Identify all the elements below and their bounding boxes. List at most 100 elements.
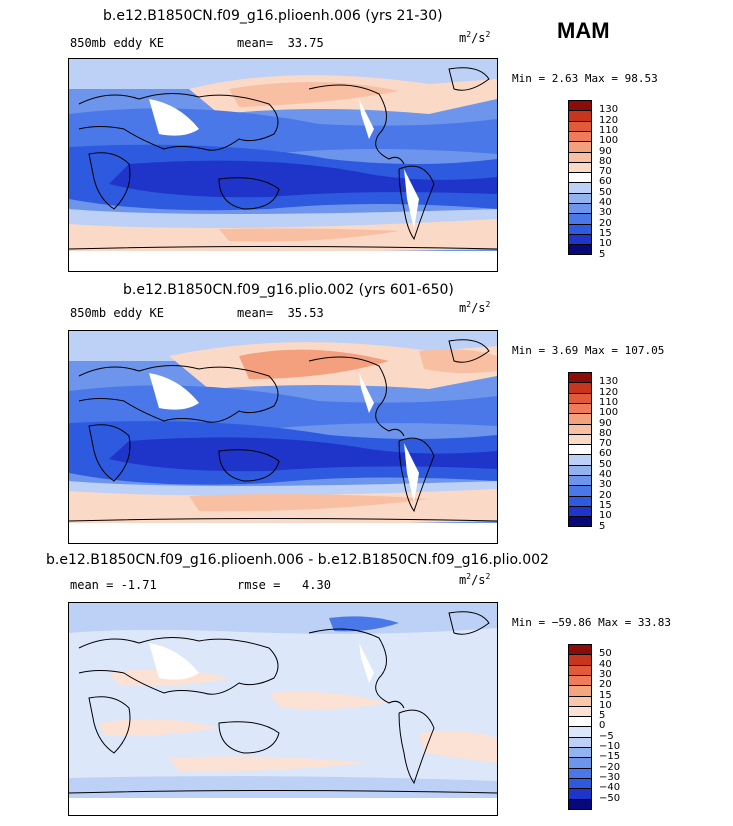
colorbar-swatch <box>568 213 592 225</box>
colorbar-tick-label: 60 <box>599 448 612 460</box>
colorbar-tick-label: 15 <box>599 227 612 239</box>
colorbar-tick-label: 10 <box>599 510 612 522</box>
colorbar-tick-label: 5 <box>599 248 606 260</box>
colorbar-tick-label: 10 <box>599 238 612 250</box>
colorbar-tick-label: 0 <box>599 720 606 732</box>
panel-1-map-field <box>69 59 497 271</box>
colorbar-swatch <box>568 192 592 204</box>
panel-1-minmax: Min = 2.63 Max = 98.53 <box>512 72 658 85</box>
colorbar-tick-label: 20 <box>599 489 612 501</box>
colorbar-swatch <box>568 788 592 800</box>
colorbar-tick-label: 30 <box>599 207 612 219</box>
colorbar-tick-label: −50 <box>599 792 621 804</box>
colorbar-tick-label: 80 <box>599 155 612 167</box>
colorbar-swatch <box>568 475 592 487</box>
panel-2-variable-label: 850mb eddy KE <box>70 306 164 320</box>
colorbar-swatch <box>568 172 592 184</box>
colorbar-tick-label: 110 <box>599 396 619 408</box>
colorbar-swatch <box>568 726 592 738</box>
colorbar-tick-label: −40 <box>599 782 621 794</box>
colorbar-swatch <box>568 644 592 656</box>
colorbar-swatch <box>568 777 592 790</box>
colorbar-swatch <box>568 495 592 507</box>
colorbar-tick-label: 60 <box>599 176 612 188</box>
panel-2-map <box>68 330 498 544</box>
colorbar-swatch <box>568 402 592 415</box>
colorbar-swatch <box>568 382 592 394</box>
colorbar-swatch <box>568 695 592 707</box>
colorbar-swatch <box>568 372 592 384</box>
panel-2-mean-value: 35.53 <box>287 306 324 320</box>
colorbar-tick-label: 50 <box>599 458 612 470</box>
panel-1-units: m2/s2 <box>459 30 491 45</box>
colorbar-swatch <box>568 464 592 476</box>
colorbar-swatch <box>568 110 592 122</box>
panel-1-title: b.e12.B1850CN.f09_g16.plioenh.006 (yrs 2… <box>103 8 443 24</box>
colorbar-swatch <box>568 141 592 153</box>
colorbar-swatch <box>568 392 592 404</box>
colorbar-tick-label: 30 <box>599 479 612 491</box>
colorbar-swatch <box>568 485 592 497</box>
colorbar-swatch <box>568 674 592 687</box>
colorbar-tick-label: 100 <box>599 135 619 147</box>
colorbar-tick-label: 20 <box>599 217 612 229</box>
colorbar-tick-label: 15 <box>599 689 612 701</box>
panel-1-mean-value: 33.75 <box>287 36 324 50</box>
panel-2-minmax: Min = 3.69 Max = 107.05 <box>512 344 665 357</box>
colorbar-swatch <box>568 798 592 810</box>
panel-2-map-field <box>69 331 497 543</box>
panel-3-units: m2/s2 <box>459 572 491 587</box>
panel-3-map-field <box>69 603 497 815</box>
colorbar-swatch <box>568 767 592 779</box>
colorbar-tick-label: 50 <box>599 648 612 660</box>
colorbar-tick-label: 5 <box>599 710 606 722</box>
colorbar-swatch <box>568 747 592 759</box>
colorbar-swatch <box>568 757 592 769</box>
season-label: MAM <box>557 18 610 43</box>
colorbar-tick-label: 40 <box>599 658 612 670</box>
colorbar-tick-label: 70 <box>599 166 612 178</box>
panel-3-mean-label: mean = -1.71 <box>70 578 157 592</box>
colorbar-swatch <box>568 120 592 132</box>
colorbar-swatch <box>568 716 592 728</box>
panel-3-title: b.e12.B1850CN.f09_g16.plioenh.006 - b.e1… <box>46 552 549 568</box>
colorbar-tick-label: 100 <box>599 407 619 419</box>
colorbar-tick-label: 5 <box>599 520 606 532</box>
panel-2-mean-label: mean= 35.53 <box>237 306 324 320</box>
colorbar-tick-label: 20 <box>599 679 612 691</box>
colorbar-tick-label: −30 <box>599 771 621 783</box>
colorbar-swatch <box>568 161 592 174</box>
colorbar-tick-label: 110 <box>599 124 619 136</box>
colorbar-tick-label: 90 <box>599 417 612 429</box>
colorbar-tick-label: 120 <box>599 386 619 398</box>
panel-3-rmse-value: 4.30 <box>302 578 331 592</box>
colorbar-tick-label: 80 <box>599 427 612 439</box>
colorbar-swatch <box>568 454 592 466</box>
colorbar-swatch <box>568 736 592 748</box>
colorbar-swatch <box>568 685 592 697</box>
colorbar-swatch <box>568 516 592 528</box>
colorbar-swatch <box>568 151 592 163</box>
colorbar-swatch <box>568 664 592 676</box>
panel-3-rmse-label: rmse = 4.30 <box>237 578 331 592</box>
colorbar-swatch <box>568 233 592 246</box>
colorbar-tick-label: 70 <box>599 438 612 450</box>
colorbar-swatch <box>568 203 592 215</box>
colorbar-tick-label: 90 <box>599 145 612 157</box>
colorbar-swatch <box>568 100 592 112</box>
colorbar-swatch <box>568 505 592 518</box>
colorbar-tick-label: 130 <box>599 376 619 388</box>
colorbar-swatch <box>568 413 592 425</box>
panel-2-title: b.e12.B1850CN.f09_g16.plio.002 (yrs 601-… <box>123 282 454 298</box>
panel-2-units: m2/s2 <box>459 300 491 315</box>
colorbar-tick-label: 30 <box>599 668 612 680</box>
colorbar-swatch <box>568 654 592 666</box>
panel-1-map <box>68 58 498 272</box>
colorbar-swatch <box>568 244 592 256</box>
colorbar-tick-label: −10 <box>599 741 621 752</box>
colorbar-tick-label: −15 <box>599 751 621 763</box>
colorbar-tick-label: 40 <box>599 469 612 480</box>
colorbar-tick-label: −20 <box>599 761 621 773</box>
colorbar-swatch <box>568 433 592 446</box>
colorbar-swatch <box>568 223 592 235</box>
